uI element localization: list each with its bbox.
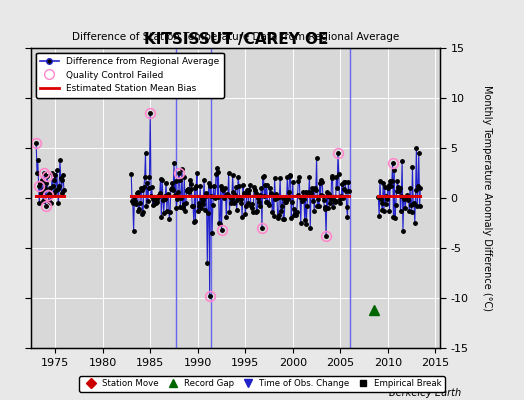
Legend: Difference from Regional Average, Quality Control Failed, Estimated Station Mean: Difference from Regional Average, Qualit… xyxy=(36,52,224,98)
Title: KITSISSUT /CAREY OE: KITSISSUT /CAREY OE xyxy=(144,32,328,47)
Y-axis label: Monthly Temperature Anomaly Difference (°C): Monthly Temperature Anomaly Difference (… xyxy=(483,85,493,311)
Legend: Station Move, Record Gap, Time of Obs. Change, Empirical Break: Station Move, Record Gap, Time of Obs. C… xyxy=(79,376,445,392)
Text: Difference of Station Temperature Data from Regional Average: Difference of Station Temperature Data f… xyxy=(72,32,399,42)
Text: Berkeley Earth: Berkeley Earth xyxy=(389,388,461,398)
